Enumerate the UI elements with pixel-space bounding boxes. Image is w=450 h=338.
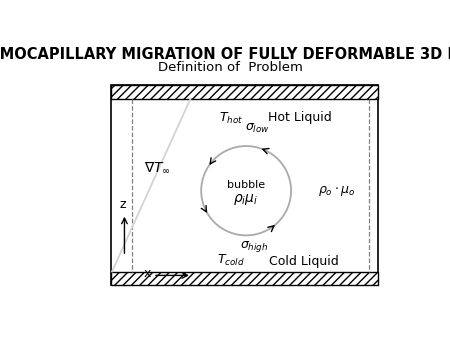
Text: $\sigma_{high}$: $\sigma_{high}$ [240,239,268,254]
Text: x: x [143,267,151,280]
Text: $T_{hot}$: $T_{hot}$ [219,111,243,126]
Text: $\rho_i\mu_i$: $\rho_i\mu_i$ [234,192,259,208]
Bar [111,85,378,285]
Text: $\sigma_{low}$: $\sigma_{low}$ [245,122,270,135]
Circle shape [201,146,291,235]
Text: Definition of  Problem: Definition of Problem [158,61,303,74]
Text: $T_{cold}$: $T_{cold}$ [217,252,244,268]
Text: THERMOCAPILLARY MIGRATION OF FULLY DEFORMABLE 3D DROPS: THERMOCAPILLARY MIGRATION OF FULLY DEFOR… [0,47,450,62]
Text: Cold Liquid: Cold Liquid [270,255,339,268]
Text: Hot Liquid: Hot Liquid [269,111,332,124]
Bar [111,85,378,99]
Bar [111,271,378,285]
Text: $\rho_o\cdot\mu_o$: $\rho_o\cdot\mu_o$ [318,184,356,198]
Text: bubble: bubble [227,179,265,190]
Text: $\nabla T_{\infty}$: $\nabla T_{\infty}$ [144,160,171,175]
Text: z: z [120,198,126,211]
